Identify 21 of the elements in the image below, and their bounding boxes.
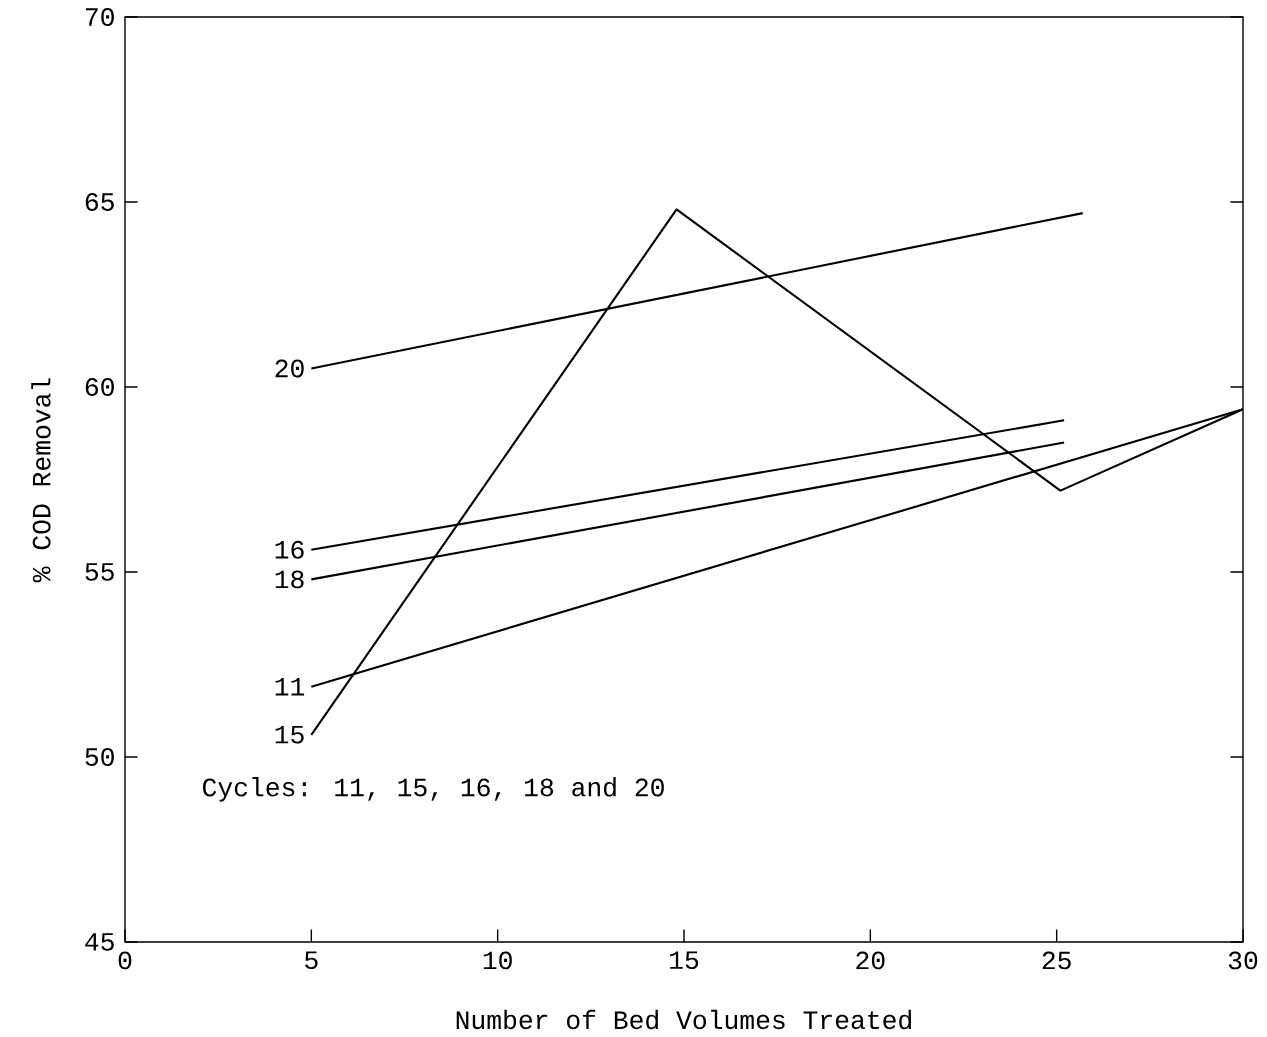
- x-tick-label: 0: [118, 951, 132, 970]
- x-tick-label: 10: [483, 951, 512, 970]
- y-tick-label: 65: [85, 193, 114, 211]
- y-tick-label: 60: [85, 378, 114, 396]
- x-axis-title: Number of Bed Volumes Treated: [456, 1009, 911, 1030]
- series-label: 20: [275, 359, 304, 378]
- series-label: 18: [275, 570, 304, 589]
- y-tick-label: 50: [85, 748, 114, 766]
- y-tick-label: 70: [85, 8, 114, 26]
- x-tick-label: 25: [1042, 951, 1071, 970]
- annotation: Cycles: 11, 15, 16, 18 and 20: [203, 777, 664, 802]
- y-tick-label: 45: [85, 933, 114, 951]
- x-tick-label: 30: [1228, 951, 1258, 970]
- series-label: 15: [275, 725, 304, 744]
- x-tick-label: 15: [670, 951, 699, 970]
- series-label: 11: [275, 678, 305, 696]
- y-tick-label: 55: [85, 563, 114, 581]
- x-tick-label: 20: [856, 951, 885, 970]
- x-tick-label: 5: [305, 951, 318, 970]
- series-label: 16: [275, 540, 304, 559]
- y-axis-title: % COD Removal: [31, 378, 51, 583]
